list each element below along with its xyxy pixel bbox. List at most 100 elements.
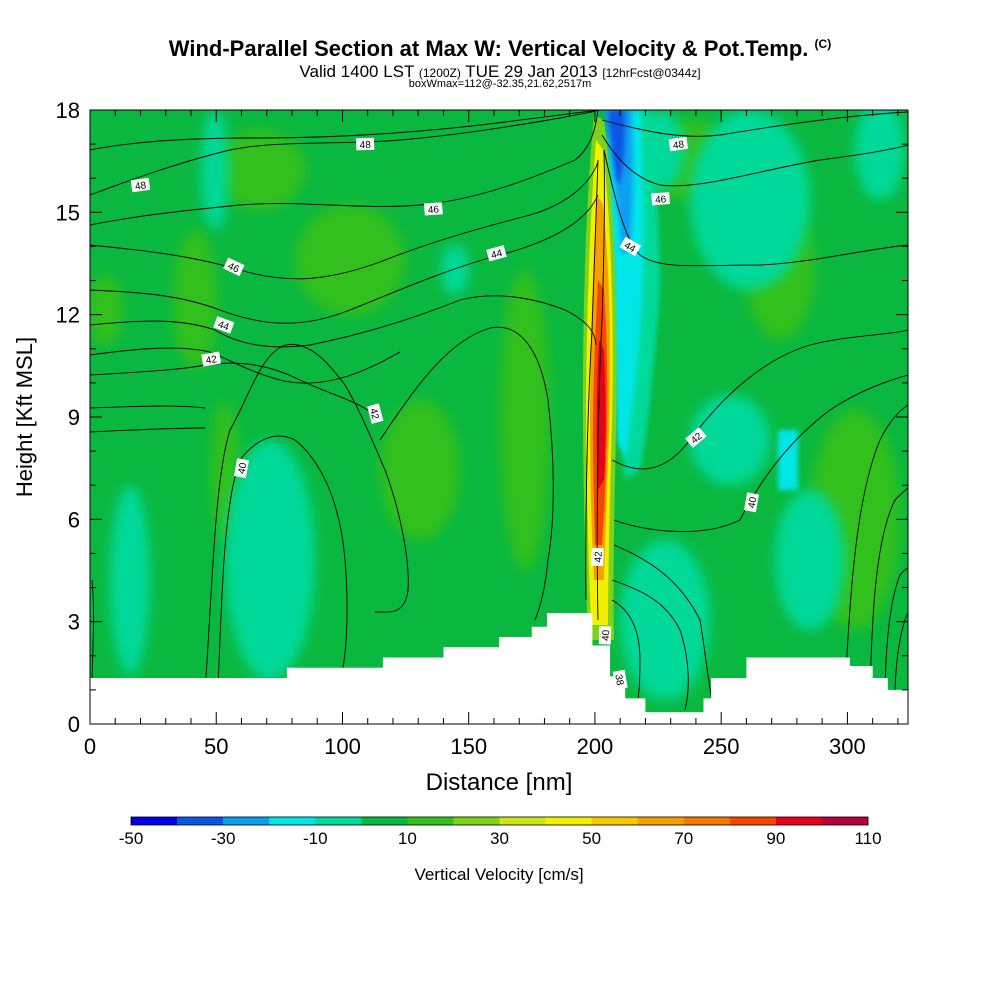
contour-label-text: 38 [612, 674, 625, 687]
y-axis-label: Height [Kft MSL] [12, 337, 37, 497]
colorbar-swatch [223, 817, 270, 825]
contour-label-box [685, 427, 707, 448]
contour-label-42: 42 [591, 547, 605, 567]
theta-contour-40-right [613, 374, 908, 532]
contour-label-text: 42 [593, 551, 604, 563]
theta-contour-42-updraft [596, 149, 605, 621]
contour-label-text: 48 [672, 139, 685, 152]
downdraft-blue [608, 110, 626, 185]
contour-label-box [130, 177, 151, 193]
x-tick-label: 300 [829, 734, 866, 759]
contour-label-text: 40 [601, 629, 612, 641]
colorbar-tick-label: -50 [119, 829, 144, 848]
colorbar-swatch [315, 817, 362, 825]
x-tick-label: 50 [204, 734, 228, 759]
y-tick-label: 18 [56, 98, 80, 123]
contour-label-40: 40 [234, 458, 249, 479]
colorbar-swatch [407, 817, 454, 825]
theta-contour-left-edge [91, 579, 95, 681]
theta-contour-48 [90, 110, 599, 196]
colorbar-label: Vertical Velocity [cm/s] [414, 865, 583, 884]
colorbar: -50 -30 -10 10 30 50 70 90 110 [119, 816, 882, 848]
contour-label-box [591, 547, 604, 567]
weak-descent-area [201, 110, 229, 230]
theta-contour-42-right [611, 329, 908, 470]
colorbar-swatch [453, 817, 500, 825]
colorbar-swatch [821, 817, 869, 825]
weak-descent-areas [110, 110, 905, 700]
contour-label-40: 40 [598, 626, 612, 645]
colorbar-swatch [361, 817, 408, 825]
theta-contour-42-left [90, 362, 381, 421]
contour-label-box [744, 492, 759, 513]
contour-label-box [367, 403, 384, 424]
weak-descent-area [855, 110, 905, 200]
colorbar-swatch [637, 817, 685, 825]
theta-contour-46-right [601, 134, 908, 187]
theta-contour-44-upper [90, 194, 599, 324]
colorbar-tick-label: 90 [766, 829, 785, 848]
theta-contour-far-right-3 [884, 567, 908, 691]
colorbar-tick-label: -30 [211, 829, 236, 848]
contour-label-38: 38 [612, 669, 628, 690]
colorbar-swatch [729, 817, 777, 825]
contour-label-text: 46 [226, 261, 241, 276]
theta-contour-loop-left [204, 343, 409, 691]
theta-contour-far-right-4 [894, 611, 908, 691]
colorbar-swatch [775, 817, 823, 825]
x-tick-label: 150 [450, 734, 487, 759]
weak-descent-area [441, 245, 469, 295]
weak-ascent-area [500, 270, 550, 570]
contour-label-46: 46 [223, 257, 245, 277]
colorbar-swatch [269, 817, 316, 825]
contour-label-text: 46 [655, 194, 667, 206]
colorbar-tick-label: 110 [854, 829, 881, 848]
y-tick-label: 0 [68, 712, 80, 737]
colorbar-swatch [177, 817, 224, 825]
contour-label-48: 48 [130, 177, 151, 193]
theta-contour-far-right-2 [869, 487, 908, 691]
axes: 0 50 100 150 200 250 300 0 3 6 9 12 15 18 [56, 98, 908, 759]
theta-contour-44 [90, 299, 461, 348]
moderate-descent-patch [778, 430, 798, 490]
theta-contour-far-right-1 [844, 404, 908, 691]
x-axis-label: Distance [nm] [426, 769, 573, 796]
y-tick-label: 3 [68, 610, 80, 635]
contour-label-box [668, 136, 689, 152]
contour-label-44: 44 [486, 245, 507, 262]
colorbar-swatch [499, 817, 546, 825]
y-tick-label: 12 [56, 303, 80, 328]
weak-ascent-area [90, 275, 123, 345]
contour-label-text: 44 [490, 248, 504, 262]
contour-label-text: 48 [360, 140, 372, 151]
weak-descent-area [620, 540, 710, 700]
weak-ascent-area [380, 400, 460, 540]
weak-descent-area [775, 490, 845, 630]
weak-descent-area [690, 110, 810, 290]
y-tick-label: 15 [56, 200, 80, 225]
theta-contour-40 [217, 435, 348, 691]
contour-label-box [201, 351, 222, 367]
contour-label-box [598, 626, 612, 645]
theta-contour-42-upper [90, 347, 401, 384]
contour-label-text: 44 [216, 319, 231, 333]
contour-label-48: 48 [668, 136, 689, 152]
x-tick-label: 100 [324, 734, 361, 759]
chart-subtitle-box: boxWmax=112@-32.35,21.62,2517m [408, 78, 592, 90]
contour-label-46: 46 [424, 202, 443, 216]
velocity-field [90, 110, 905, 700]
contour-label-box [223, 257, 245, 277]
colorbar-swatch [591, 817, 638, 825]
x-tick-label: 250 [703, 734, 740, 759]
weak-descent-area [110, 485, 150, 675]
y-tick-label: 9 [68, 405, 80, 430]
colorbar-tick-label: 70 [674, 829, 693, 848]
colorbar-swatch [131, 817, 178, 825]
contour-label-box [612, 669, 628, 690]
theta-contour-48-upper [90, 110, 601, 151]
y-tick-label: 6 [68, 507, 80, 532]
title-text: Wind-Parallel Section at Max W: Vertical… [168, 36, 809, 61]
chart-subtitle: Valid 1400 LST (1200Z) TUE 29 Jan 2013 [… [0, 62, 1000, 82]
